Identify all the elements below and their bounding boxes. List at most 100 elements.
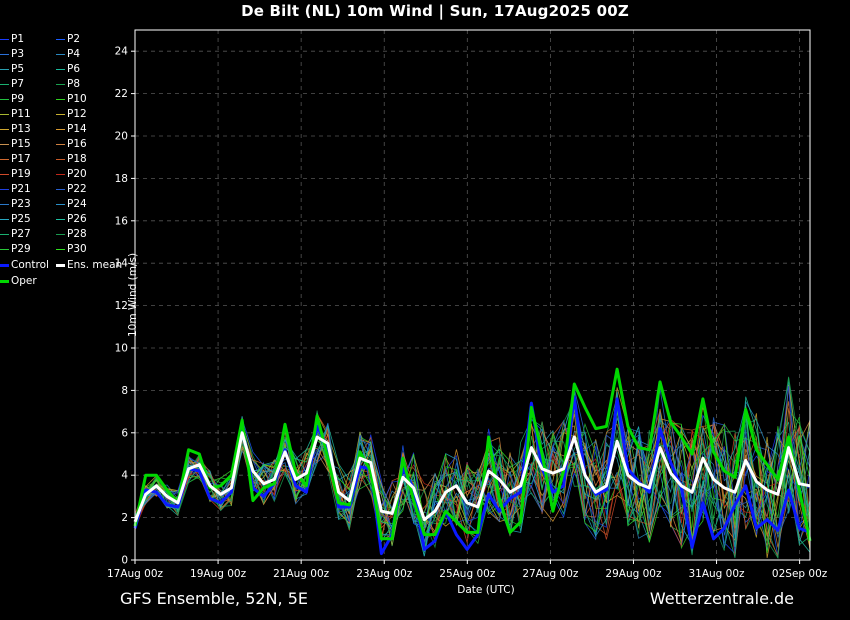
- legend-label: P10: [67, 93, 87, 105]
- legend-item: P6: [56, 62, 80, 77]
- legend-item: P23: [0, 197, 31, 212]
- legend-swatch: [56, 203, 65, 205]
- legend-item: P19: [0, 167, 31, 182]
- legend-label: P28: [67, 228, 87, 240]
- legend-swatch: [56, 158, 65, 160]
- legend-item: P1: [0, 32, 24, 47]
- legend-swatch: [0, 248, 9, 250]
- legend-item: P5: [0, 62, 24, 77]
- x-tick-label: 19Aug 00z: [190, 568, 247, 580]
- series-line-ens-mean: [133, 431, 811, 523]
- legend-swatch: [56, 113, 65, 115]
- legend-label: P6: [67, 63, 81, 75]
- x-tick-label: 02Sep 00z: [772, 568, 828, 580]
- legend-label: P3: [11, 48, 25, 60]
- legend-swatch: [56, 83, 65, 85]
- legend-label: P11: [11, 108, 31, 120]
- legend-item: P20: [56, 167, 87, 182]
- legend-swatch: [0, 158, 9, 160]
- legend-item: P16: [56, 137, 87, 152]
- legend-label: P1: [11, 33, 25, 45]
- legend-label: Oper: [11, 275, 37, 287]
- legend-item: P8: [56, 77, 80, 92]
- legend-swatch: [0, 98, 9, 100]
- legend-swatch: [0, 38, 9, 40]
- legend-label: P16: [67, 138, 87, 150]
- y-axis-label: 10m Wind (m/s): [127, 253, 139, 337]
- legend-item: P11: [0, 107, 31, 122]
- series-line-oper: [133, 367, 812, 542]
- legend-label: P29: [11, 243, 31, 255]
- x-tick-label: 23Aug 00z: [356, 568, 413, 580]
- legend-label: P4: [67, 48, 81, 60]
- legend-swatch: [56, 173, 65, 175]
- legend-swatch: [0, 83, 9, 85]
- legend-label: P20: [67, 168, 87, 180]
- legend-item: P2: [56, 32, 80, 47]
- legend-label: P19: [11, 168, 31, 180]
- legend-label: P24: [67, 198, 87, 210]
- legend-label: P17: [11, 153, 31, 165]
- legend-item: P3: [0, 47, 24, 62]
- legend-item: P29: [0, 242, 31, 257]
- legend-item: P17: [0, 152, 31, 167]
- y-tick-label: 2: [121, 512, 128, 524]
- series-layer: [133, 367, 812, 556]
- legend-item: P15: [0, 137, 31, 152]
- legend-swatch: [0, 203, 9, 205]
- legend-item: P12: [56, 107, 87, 122]
- legend-swatch: [56, 188, 65, 190]
- x-tick-label: 27Aug 00z: [522, 568, 579, 580]
- legend-swatch: [56, 128, 65, 130]
- legend-item: P9: [0, 92, 24, 107]
- legend-swatch: [56, 263, 65, 267]
- legend-item: P24: [56, 197, 87, 212]
- legend-label: P13: [11, 123, 31, 135]
- legend-swatch: [0, 263, 9, 267]
- legend-item: P22: [56, 182, 87, 197]
- y-tick-label: 10: [115, 343, 128, 355]
- legend-swatch: [0, 53, 9, 55]
- legend-item: P18: [56, 152, 87, 167]
- source-credit: Wetterzentrale.de: [649, 589, 794, 608]
- legend-item: P25: [0, 212, 31, 227]
- legend-swatch: [0, 218, 9, 220]
- legend-item: P4: [56, 47, 80, 62]
- legend-item: P13: [0, 122, 31, 137]
- legend-label: P21: [11, 183, 31, 195]
- legend-swatch: [56, 143, 65, 145]
- legend-swatch: [0, 128, 9, 130]
- legend-label: P27: [11, 228, 31, 240]
- legend-label: P22: [67, 183, 87, 195]
- legend-swatch: [0, 68, 9, 70]
- y-tick-label: 12: [115, 300, 128, 312]
- x-tick-label: 25Aug 00z: [439, 568, 496, 580]
- legend-label: P7: [11, 78, 25, 90]
- legend-item: P30: [56, 242, 87, 257]
- legend-item: P28: [56, 227, 87, 242]
- y-tick-label: 14: [115, 258, 129, 270]
- legend-swatch: [0, 279, 9, 283]
- legend-label: P14: [67, 123, 87, 135]
- legend-label: P9: [11, 93, 25, 105]
- legend-item: Oper: [0, 274, 37, 289]
- legend-label: P23: [11, 198, 31, 210]
- legend-label: P26: [67, 213, 87, 225]
- x-tick-label: 17Aug 00z: [107, 568, 164, 580]
- legend-swatch: [0, 143, 9, 145]
- model-info: GFS Ensemble, 52N, 5E: [120, 589, 308, 608]
- legend-label: P12: [67, 108, 87, 120]
- legend-label: P30: [67, 243, 87, 255]
- legend-label: P8: [67, 78, 81, 90]
- legend-label: Control: [11, 259, 49, 271]
- legend-item: P10: [56, 92, 87, 107]
- legend-swatch: [56, 218, 65, 220]
- legend-swatch: [56, 233, 65, 235]
- legend-item: Control: [0, 258, 49, 273]
- legend-swatch: [0, 113, 9, 115]
- legend-swatch: [56, 98, 65, 100]
- legend-item: P14: [56, 122, 87, 137]
- legend-label: P18: [67, 153, 87, 165]
